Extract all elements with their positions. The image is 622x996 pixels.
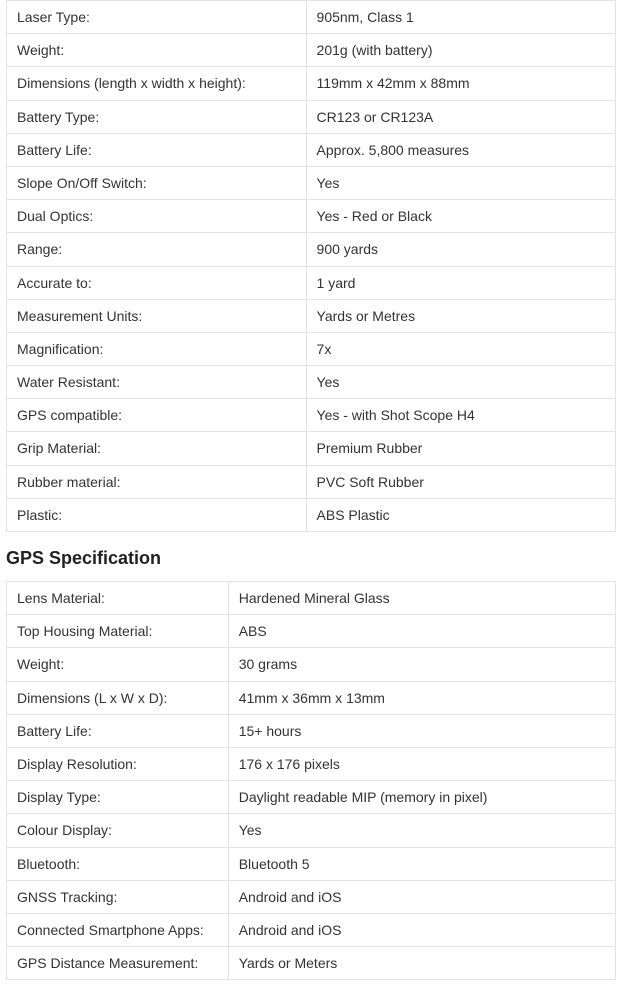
spec-label: Battery Life: [7,133,307,166]
table-row: GNSS Tracking:Android and iOS [7,880,616,913]
table-row: Battery Life:15+ hours [7,714,616,747]
spec-label: Weight: [7,648,229,681]
spec-value: 119mm x 42mm x 88mm [306,67,615,100]
table-row: Magnification:7x [7,332,616,365]
spec-value: 201g (with battery) [306,34,615,67]
spec-value: 41mm x 36mm x 13mm [228,681,615,714]
table-row: Grip Material:Premium Rubber [7,432,616,465]
spec-label: GPS Distance Measurement: [7,947,229,980]
table-row: Battery Type:CR123 or CR123A [7,100,616,133]
spec-label: Laser Type: [7,1,307,34]
spec-value: Yards or Meters [228,947,615,980]
spec-label: Display Resolution: [7,747,229,780]
spec-value: Yards or Metres [306,299,615,332]
spec-value: Daylight readable MIP (memory in pixel) [228,781,615,814]
spec-label: Dual Optics: [7,200,307,233]
table-row: Dual Optics:Yes - Red or Black [7,200,616,233]
spec-label: Lens Material: [7,582,229,615]
spec-value: Android and iOS [228,913,615,946]
spec-value: Yes [228,814,615,847]
spec-value: 7x [306,332,615,365]
spec-value: ABS [228,615,615,648]
spec-value: 900 yards [306,233,615,266]
spec-label: Measurement Units: [7,299,307,332]
spec-value: Yes [306,166,615,199]
spec-label: Display Type: [7,781,229,814]
table-row: GPS Distance Measurement:Yards or Meters [7,947,616,980]
spec-label: Dimensions (length x width x height): [7,67,307,100]
spec-label: Dimensions (L x W x D): [7,681,229,714]
spec-label: Magnification: [7,332,307,365]
table-row: Battery Life:Approx. 5,800 measures [7,133,616,166]
table-row: Lens Material:Hardened Mineral Glass [7,582,616,615]
table-row: Laser Type:905nm, Class 1 [7,1,616,34]
spec-value: Yes [306,366,615,399]
table-row: Rubber material:PVC Soft Rubber [7,465,616,498]
spec-label: Accurate to: [7,266,307,299]
table-row: Water Resistant:Yes [7,366,616,399]
table-row: Connected Smartphone Apps:Android and iO… [7,913,616,946]
spec-value: 15+ hours [228,714,615,747]
spec-label: Top Housing Material: [7,615,229,648]
gps-spec-title: GPS Specification [6,548,616,569]
table-row: Weight:30 grams [7,648,616,681]
table-row: Plastic:ABS Plastic [7,498,616,531]
table-row: Accurate to:1 yard [7,266,616,299]
spec-value: Approx. 5,800 measures [306,133,615,166]
spec-label: Rubber material: [7,465,307,498]
spec-label: Battery Type: [7,100,307,133]
spec-value: 30 grams [228,648,615,681]
spec-label: Water Resistant: [7,366,307,399]
spec-value: PVC Soft Rubber [306,465,615,498]
table-row: Display Resolution:176 x 176 pixels [7,747,616,780]
table-row: Bluetooth:Bluetooth 5 [7,847,616,880]
spec-value: 176 x 176 pixels [228,747,615,780]
spec-value: Yes - Red or Black [306,200,615,233]
spec-label: Grip Material: [7,432,307,465]
spec-value: 1 yard [306,266,615,299]
spec-label: Colour Display: [7,814,229,847]
gps-spec-table: Lens Material:Hardened Mineral GlassTop … [6,581,616,980]
table-row: Range:900 yards [7,233,616,266]
spec-value: Premium Rubber [306,432,615,465]
spec-value: CR123 or CR123A [306,100,615,133]
spec-label: Bluetooth: [7,847,229,880]
laser-spec-table: Laser Type:905nm, Class 1Weight:201g (wi… [6,0,616,532]
table-row: GPS compatible:Yes - with Shot Scope H4 [7,399,616,432]
spec-value: ABS Plastic [306,498,615,531]
table-row: Slope On/Off Switch:Yes [7,166,616,199]
table-row: Display Type:Daylight readable MIP (memo… [7,781,616,814]
spec-label: Weight: [7,34,307,67]
table-row: Dimensions (L x W x D):41mm x 36mm x 13m… [7,681,616,714]
spec-value: 905nm, Class 1 [306,1,615,34]
spec-value: Android and iOS [228,880,615,913]
spec-label: GPS compatible: [7,399,307,432]
spec-label: Slope On/Off Switch: [7,166,307,199]
table-row: Colour Display:Yes [7,814,616,847]
table-row: Measurement Units:Yards or Metres [7,299,616,332]
spec-value: Hardened Mineral Glass [228,582,615,615]
spec-label: Range: [7,233,307,266]
spec-label: Connected Smartphone Apps: [7,913,229,946]
spec-value: Bluetooth 5 [228,847,615,880]
spec-label: Plastic: [7,498,307,531]
spec-label: Battery Life: [7,714,229,747]
table-row: Top Housing Material:ABS [7,615,616,648]
spec-value: Yes - with Shot Scope H4 [306,399,615,432]
table-row: Weight:201g (with battery) [7,34,616,67]
table-row: Dimensions (length x width x height):119… [7,67,616,100]
spec-label: GNSS Tracking: [7,880,229,913]
